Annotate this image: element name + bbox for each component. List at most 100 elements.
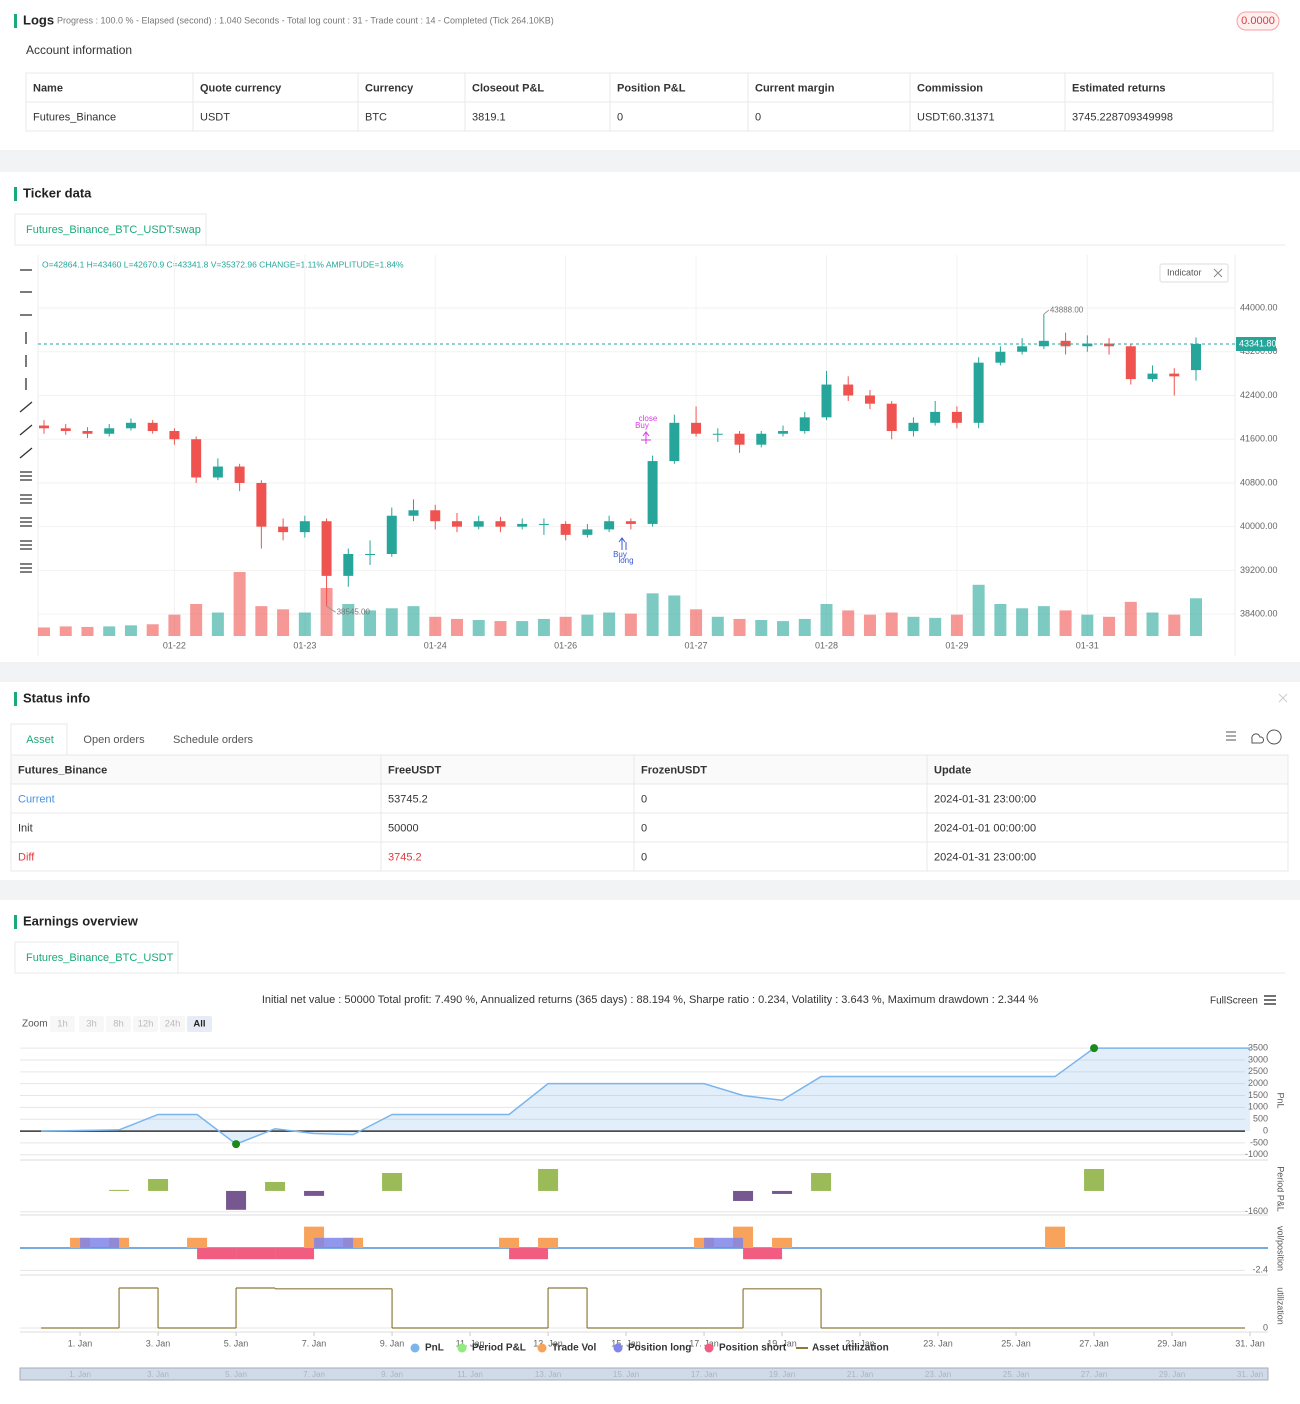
- zoom-button-label[interactable]: 1h: [57, 1019, 68, 1030]
- candle-body: [125, 422, 136, 429]
- bar: [772, 1190, 793, 1194]
- volume-bar: [211, 612, 224, 636]
- tab-label[interactable]: Futures_Binance_BTC_USDT:swap: [26, 224, 201, 236]
- y-tick-label: 2000: [1248, 1078, 1268, 1088]
- candle-body: [799, 417, 810, 432]
- tool-icon[interactable]: [19, 447, 33, 459]
- table-header-cell: FrozenUSDT: [641, 764, 707, 776]
- axis-title: PnL: [1276, 1092, 1286, 1108]
- table-cell: 2024-01-31 23:00:00: [934, 793, 1036, 805]
- tab[interactable]: [14, 213, 207, 246]
- menu-icon[interactable]: [1264, 995, 1276, 1005]
- tool-icon[interactable]: [20, 563, 32, 573]
- zoom-button-label[interactable]: 3h: [86, 1019, 97, 1030]
- volume-bar: [624, 613, 637, 636]
- table-row: [10, 841, 1289, 872]
- tool-icon[interactable]: [19, 401, 33, 413]
- indicator-label[interactable]: Indicator: [1167, 267, 1202, 277]
- tool-icon[interactable]: [20, 471, 32, 481]
- candle-body: [386, 515, 397, 555]
- table-cell: 3745.2: [388, 851, 422, 863]
- zoom-button[interactable]: [79, 1016, 104, 1032]
- zoom-button-label[interactable]: 24h: [165, 1019, 181, 1030]
- legend-label[interactable]: PnL: [425, 1343, 444, 1354]
- candle-body: [778, 431, 789, 434]
- bar: [226, 1190, 247, 1210]
- volume-bar: [277, 609, 290, 636]
- tab-label[interactable]: Open orders: [83, 734, 145, 746]
- candle-body: [930, 411, 941, 423]
- legend-label[interactable]: Period P&L: [472, 1343, 526, 1354]
- table-header-cell: Current margin: [755, 82, 835, 94]
- toolbar-icons[interactable]: [1226, 729, 1282, 745]
- tab-label[interactable]: Asset: [26, 734, 54, 746]
- candle-body: [647, 461, 658, 524]
- annotation-mark: [326, 605, 336, 613]
- navigator-label: 5. Jan: [225, 1370, 247, 1379]
- volume-bar: [38, 627, 50, 636]
- zoom-button[interactable]: [106, 1016, 131, 1032]
- table-cell: Current: [18, 793, 55, 805]
- expand-icon[interactable]: [1213, 268, 1223, 278]
- tool-icon[interactable]: [20, 517, 32, 527]
- bar: [509, 1248, 549, 1260]
- navigator-label: 3. Jan: [147, 1370, 169, 1379]
- volume-bar: [559, 616, 572, 636]
- zoom-button-label[interactable]: 12h: [138, 1019, 154, 1030]
- candle-body: [843, 384, 854, 396]
- volume-bar: [472, 620, 485, 636]
- progress: Progress : 100.0 % - Elapsed (second) : …: [57, 15, 554, 25]
- legend-label[interactable]: Position short: [719, 1343, 787, 1354]
- zoom-button-label[interactable]: All: [193, 1019, 205, 1030]
- zoom-button-label[interactable]: 8h: [113, 1019, 124, 1030]
- volume-bar: [168, 614, 181, 636]
- tab-label[interactable]: Futures_Binance_BTC_USDT: [26, 952, 174, 964]
- close-icon[interactable]: [1278, 693, 1288, 703]
- volume-bar: [342, 604, 355, 636]
- volume-bar: [972, 584, 985, 636]
- tab[interactable]: [14, 941, 179, 974]
- table-cell: BTC: [365, 111, 387, 123]
- zoom-button[interactable]: [133, 1016, 158, 1032]
- subtitle: Account information: [26, 43, 132, 57]
- navigator-label: 31. Jan: [1237, 1370, 1263, 1379]
- table-cell: 0: [755, 111, 761, 123]
- candle-body: [104, 428, 115, 434]
- table-cell: USDT:60.31371: [917, 111, 995, 123]
- axis-title: utilization: [1276, 1287, 1286, 1325]
- x-tick-label: 01-29: [945, 640, 968, 650]
- tool-icon[interactable]: [19, 424, 33, 436]
- legend-symbol: [704, 1343, 714, 1353]
- navigator-label: 13. Jan: [535, 1370, 561, 1379]
- x-tick-label: 23. Jan: [923, 1338, 953, 1348]
- tab[interactable]: [10, 723, 68, 756]
- table-cell: 0: [641, 793, 647, 805]
- zoom-button[interactable]: [187, 1016, 212, 1032]
- volume-bar: [798, 618, 811, 636]
- trade-arrow: [618, 537, 627, 550]
- indicator-button[interactable]: [1159, 263, 1229, 283]
- zoom-button[interactable]: [50, 1016, 75, 1032]
- x-tick-label: 21. Jan: [845, 1338, 875, 1348]
- tab-label[interactable]: Schedule orders: [173, 734, 254, 746]
- tool-icon[interactable]: [20, 540, 32, 550]
- y-tick-label: 1000: [1248, 1102, 1268, 1112]
- table-header-cell: Position P&L: [617, 82, 686, 94]
- section-marker: [14, 187, 17, 201]
- fullscreen-button[interactable]: FullScreen: [1210, 996, 1258, 1007]
- volume-bar: [298, 612, 311, 636]
- table-cell: Diff: [18, 851, 35, 863]
- tool-icon[interactable]: [20, 494, 32, 504]
- table-header-cell: Currency: [365, 82, 414, 94]
- last-price-label: 43341.80: [1239, 338, 1277, 348]
- table-header-cell: Futures_Binance: [18, 764, 107, 776]
- candle-body: [908, 422, 919, 432]
- legend-label[interactable]: Position long: [628, 1343, 691, 1354]
- axis-title: vol/position: [1276, 1226, 1286, 1271]
- legend-label[interactable]: Trade Vol: [552, 1343, 596, 1354]
- zoom-button[interactable]: [160, 1016, 185, 1032]
- volume-bar: [59, 626, 72, 636]
- candle-body: [821, 384, 832, 418]
- trade-label: Buy: [613, 550, 627, 559]
- legend-label[interactable]: Asset utilization: [812, 1343, 889, 1354]
